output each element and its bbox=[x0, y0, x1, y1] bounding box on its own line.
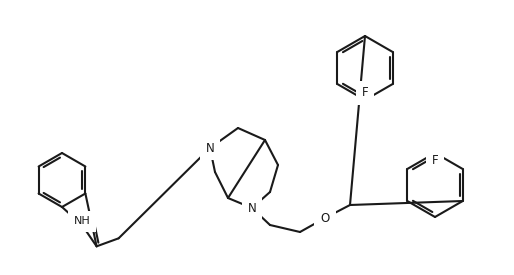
Text: N: N bbox=[206, 142, 214, 155]
Text: N: N bbox=[248, 202, 256, 214]
Text: F: F bbox=[432, 153, 438, 166]
Text: NH: NH bbox=[74, 216, 90, 226]
Text: O: O bbox=[320, 211, 329, 224]
Text: F: F bbox=[362, 87, 369, 100]
